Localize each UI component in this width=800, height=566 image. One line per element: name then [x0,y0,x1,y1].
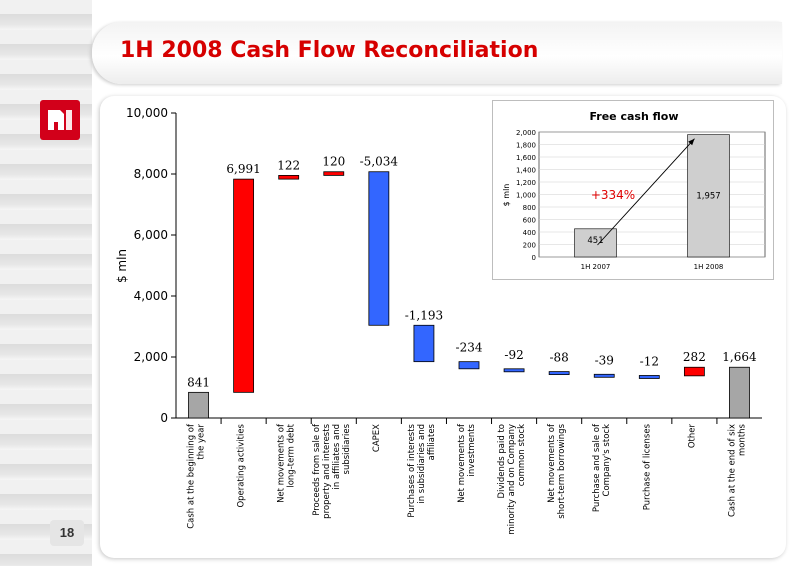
data-label: 1,664 [722,350,757,364]
inset-title: Free cash flow [589,110,678,123]
x-tick-label: Net movements ofshort-term borrowings [547,423,567,519]
inset-data-label: 1,957 [696,192,720,202]
growth-annotation: +334% [591,188,635,202]
inset-x-tick-label: 1H 2008 [694,263,724,271]
data-label: -234 [456,341,483,355]
data-label: 841 [187,375,210,389]
inset-y-tick-label: 2,000 [516,129,536,137]
free-cash-flow-inset: Free cash flow 0 200 400 600 800 1,000 1,200 1,4… [492,100,774,280]
bar [188,391,209,419]
inset-y-tick-label: 0 [532,254,536,262]
inset-bar [687,134,730,258]
x-tick-label: Dividends paid tominority and on Company… [497,424,527,535]
page-title: 1H 2008 Cash Flow Reconciliation [120,38,539,63]
bar [278,175,300,180]
x-tick-label: Purchase and sale ofCompany's stock [592,423,612,512]
inset-y-tick-label: 1,800 [516,142,536,150]
growth-arrow-head [688,138,695,146]
bar [729,366,750,419]
inset-y-tick-label: 200 [523,242,536,250]
inset-y-tick-label: 1,600 [516,154,536,162]
data-label: 120 [322,155,345,169]
data-label: -1,193 [405,308,443,322]
bar [503,368,525,373]
x-tick-label: Other [687,424,697,449]
bar [413,324,435,363]
x-tick-label: Cash at the beginning ofthe year [187,423,207,529]
x-tick-label: Operating activities [237,423,247,507]
y-tick-label: 4,000 [134,289,168,303]
inset-y-tick-label: 600 [523,217,536,225]
x-tick-label: Net movements oflong-term debt [277,423,297,503]
data-label: -12 [640,354,659,368]
bar [458,361,480,370]
data-label: 282 [683,350,706,364]
free-cash-flow-chart: Free cash flow 0 200 400 600 800 1,000 1,200 1,4… [502,110,766,271]
x-tick-label: Net movements ofinvestments [457,423,477,503]
data-label: -92 [504,348,523,362]
data-label: -88 [549,351,568,365]
inset-y-tick-label: 1,000 [516,192,536,200]
x-tick-label: Cash at the end of sixmonths [727,423,747,517]
data-label: 122 [277,158,300,172]
y-axis-label: $ mln [115,249,129,283]
x-tick-label: CAPEX [372,424,382,452]
inset-bar [574,228,617,258]
x-tick-label: Proceeds from sale ofproperty and intere… [312,423,352,519]
company-logo [40,100,80,140]
inset-data-label: 451 [587,236,603,246]
bar [368,171,390,326]
data-label: -39 [595,353,614,367]
lukoil-logo-icon [48,110,72,130]
inset-y-tick-label: 1,400 [516,167,536,175]
inset-y-tick-label: 400 [523,229,536,237]
y-tick-label: 0 [160,411,168,425]
bar [323,171,345,176]
inset-y-axis-label: $ mln [502,184,511,207]
inset-y-tick-label: 800 [523,204,536,212]
x-tick-label: Purchase of licenses [642,423,652,510]
header-band [92,22,782,84]
bar [638,375,660,379]
bar [548,371,570,376]
inset-x-tick-label: 1H 2007 [581,263,611,271]
data-label: 6,991 [226,162,260,176]
inset-y-tick-label: 1,200 [516,179,536,187]
y-tick-label: 2,000 [134,350,168,364]
page-number: 18 [50,520,84,546]
y-tick-label: 8,000 [134,167,168,181]
y-tick-label: 6,000 [134,228,168,242]
bar [683,366,705,377]
decorative-stripes [0,0,92,566]
growth-arrow [597,138,695,246]
bar [593,373,615,378]
x-tick-label: Purchases of interestsin subsidiaries an… [407,423,437,517]
data-label: -5,034 [360,155,399,169]
bar [233,178,255,393]
y-tick-label: 10,000 [126,106,168,120]
